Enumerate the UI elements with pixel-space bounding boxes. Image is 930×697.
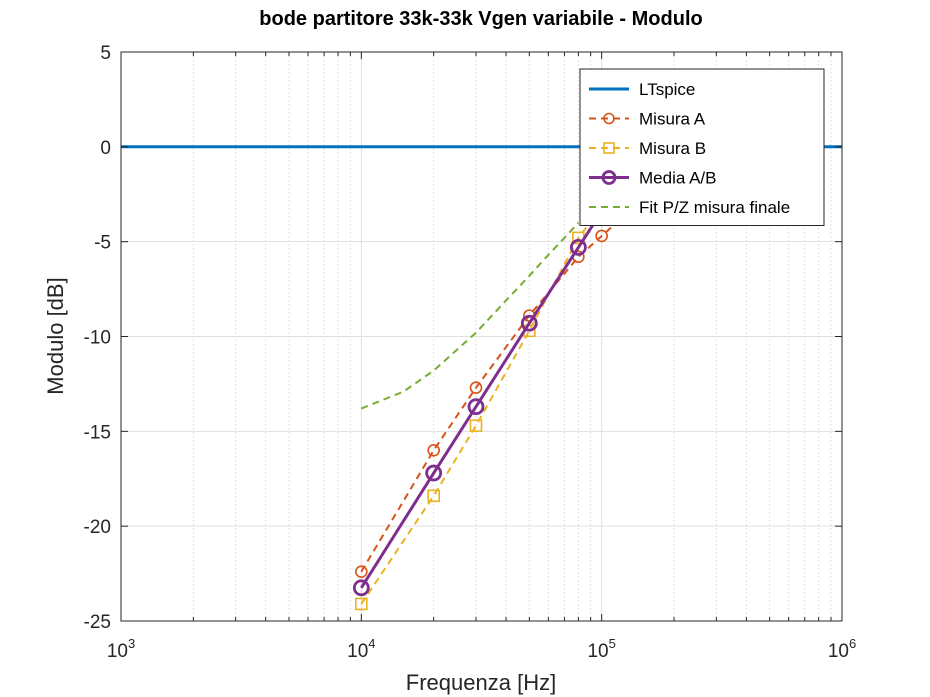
- y-tick-labels: 5 0 -5 -10 -15 -20 -25: [84, 43, 111, 633]
- series-point: [355, 565, 368, 578]
- series-point: [569, 238, 587, 256]
- x-tick-label-exponent: 4: [368, 636, 375, 651]
- x-tick-label: 106: [828, 636, 856, 662]
- series-point: [469, 419, 483, 432]
- x-tick-label: 105: [587, 636, 615, 662]
- y-tick-label: -10: [84, 328, 111, 349]
- legend-label: LTspice: [639, 80, 695, 99]
- series-point: [352, 579, 370, 597]
- legend-entry: Misura B: [589, 139, 706, 158]
- series-point: [603, 112, 615, 125]
- series-line: [360, 222, 580, 410]
- axis-ticks: [120, 51, 843, 622]
- series-point: [427, 443, 440, 457]
- x-axis-label: Frequenza [Hz]: [406, 670, 556, 695]
- series-layer: [121, 145, 842, 611]
- legend-entry: Media A/B: [589, 169, 717, 188]
- legend-label: Fit P/Z misura finale: [639, 198, 790, 217]
- legend-entry: Fit P/Z misura finale: [589, 198, 790, 217]
- series-point: [601, 170, 617, 185]
- series-point: [427, 489, 440, 503]
- legend-box: [579, 68, 825, 226]
- series-point: [425, 464, 443, 482]
- x-tick-label-exponent: 3: [128, 636, 135, 651]
- x-tick-label-exponent: 5: [609, 636, 616, 651]
- y-tick-label: -15: [84, 422, 111, 443]
- x-tick-label: 104: [347, 636, 375, 662]
- x-tick-label-base: 10: [347, 641, 368, 662]
- y-tick-label: 0: [100, 138, 111, 159]
- legend: LTspice Misura A Misura B Media A/B Fit P/Z …: [579, 68, 825, 226]
- y-tick-label: -20: [84, 517, 111, 538]
- x-tick-label: 103: [107, 636, 135, 662]
- x-tick-label-base: 10: [587, 641, 608, 662]
- x-tick-label-base: 10: [107, 641, 128, 662]
- y-tick-label: -25: [84, 612, 111, 633]
- y-tick-label: -5: [94, 233, 111, 254]
- series-point: [595, 229, 608, 243]
- x-tick-label-base: 10: [828, 641, 849, 662]
- y-tick-label: 5: [100, 43, 111, 64]
- series-point: [355, 597, 368, 611]
- series-point: [469, 381, 483, 395]
- y-axis-label: Modulo [dB]: [43, 277, 68, 394]
- legend-label: Media A/B: [639, 169, 717, 188]
- series-point: [467, 398, 485, 416]
- series-point: [603, 142, 615, 154]
- legend-label: Misura B: [639, 139, 706, 158]
- legend-entry: LTspice: [589, 80, 695, 99]
- legend-label: Misura A: [639, 110, 706, 129]
- x-tick-labels: 103 104 105 106: [107, 636, 856, 662]
- series-point: [520, 314, 538, 332]
- series-4: [360, 222, 580, 410]
- legend-entry: Misura A: [589, 110, 706, 129]
- chart-title: bode partitore 33k-33k Vgen variabile - …: [259, 8, 702, 30]
- x-tick-label-exponent: 6: [849, 636, 856, 651]
